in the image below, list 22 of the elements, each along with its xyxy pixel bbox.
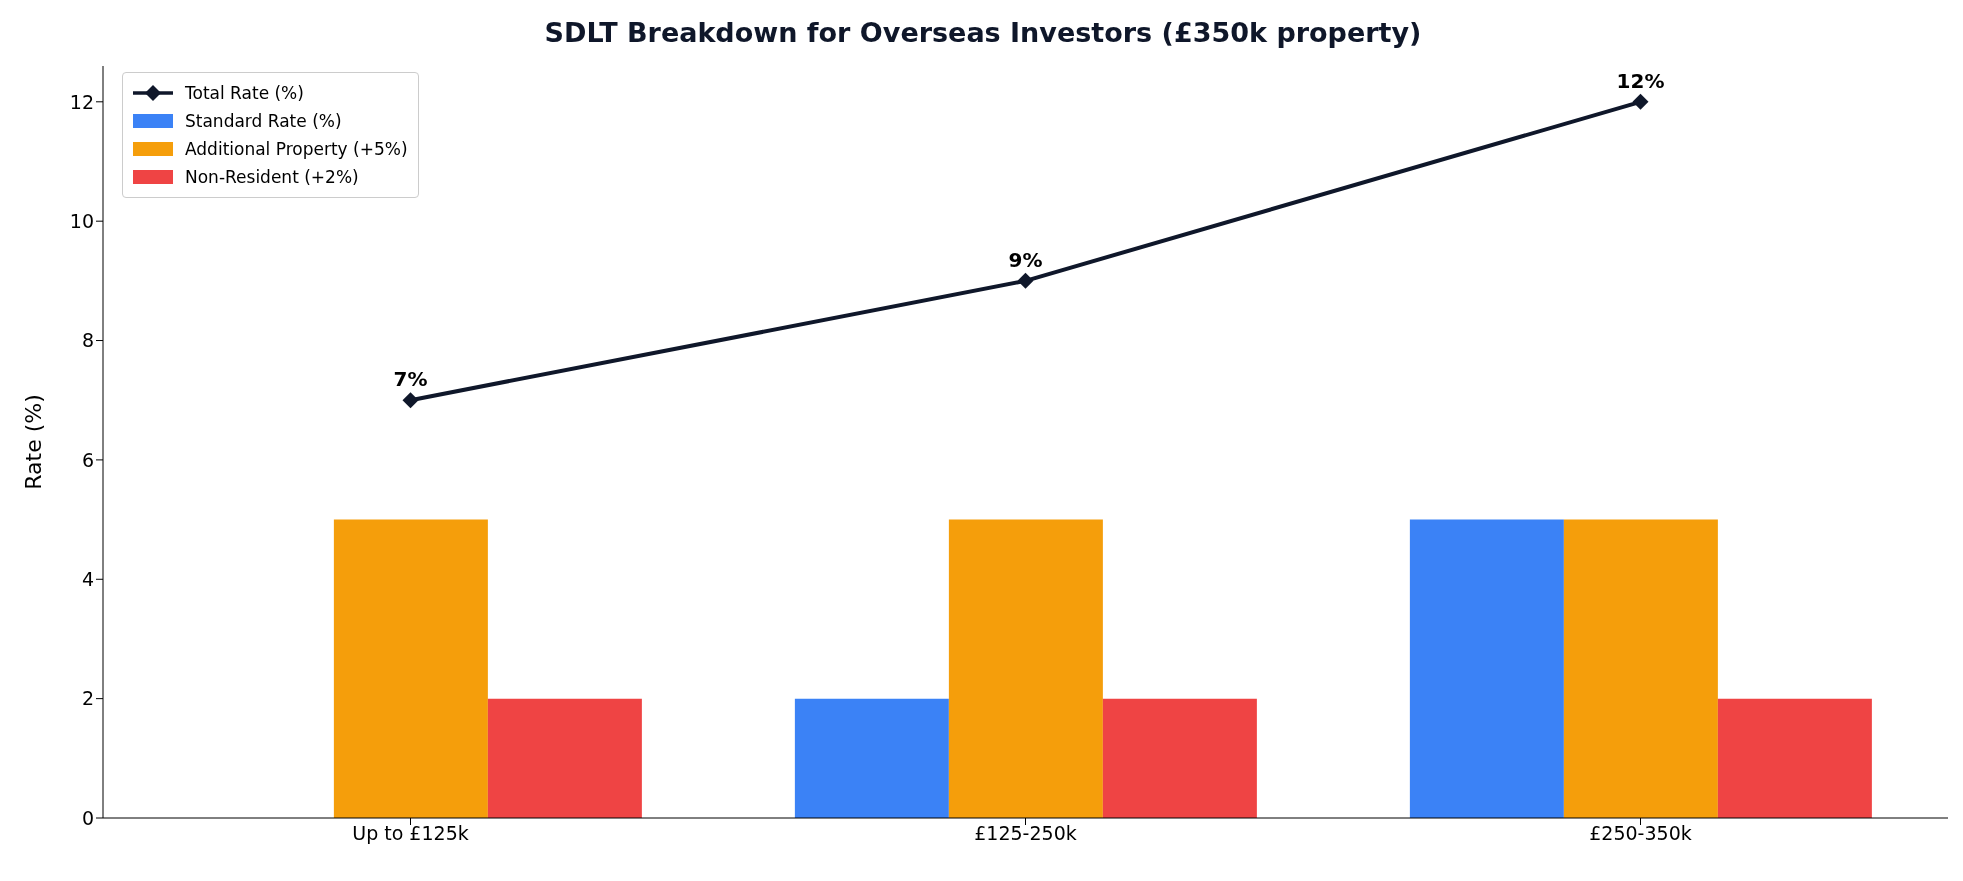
x-tick-label: Up to £125k <box>352 822 469 845</box>
legend-label: Non-Resident (+2%) <box>185 167 359 187</box>
x-tick-label: £125-250k <box>974 822 1077 845</box>
y-tick-label: 0 <box>81 806 94 829</box>
y-tick-label: 10 <box>69 209 94 232</box>
point <box>1017 272 1034 289</box>
legend-label: Total Rate (%) <box>185 83 304 103</box>
y-tick-label: 4 <box>81 568 94 591</box>
x-tick-label: £250-350k <box>1589 822 1692 845</box>
y-axis-title: Rate (%) <box>20 394 46 490</box>
point <box>1632 93 1649 110</box>
data-label: 9% <box>1008 247 1043 272</box>
y-tick-label: 8 <box>81 329 94 352</box>
point <box>402 392 419 409</box>
data-label: 12% <box>1616 68 1665 93</box>
y-tick-label: 12 <box>69 90 94 113</box>
legend-label: Additional Property (+5%) <box>185 139 408 159</box>
y-tick-label: 6 <box>81 448 94 471</box>
y-tick-label: 2 <box>81 687 94 710</box>
legend-label: Standard Rate (%) <box>185 111 342 131</box>
data-label: 7% <box>393 367 428 392</box>
chart-title: SDLT Breakdown for Overseas Investors (£350k property) <box>543 16 1423 50</box>
